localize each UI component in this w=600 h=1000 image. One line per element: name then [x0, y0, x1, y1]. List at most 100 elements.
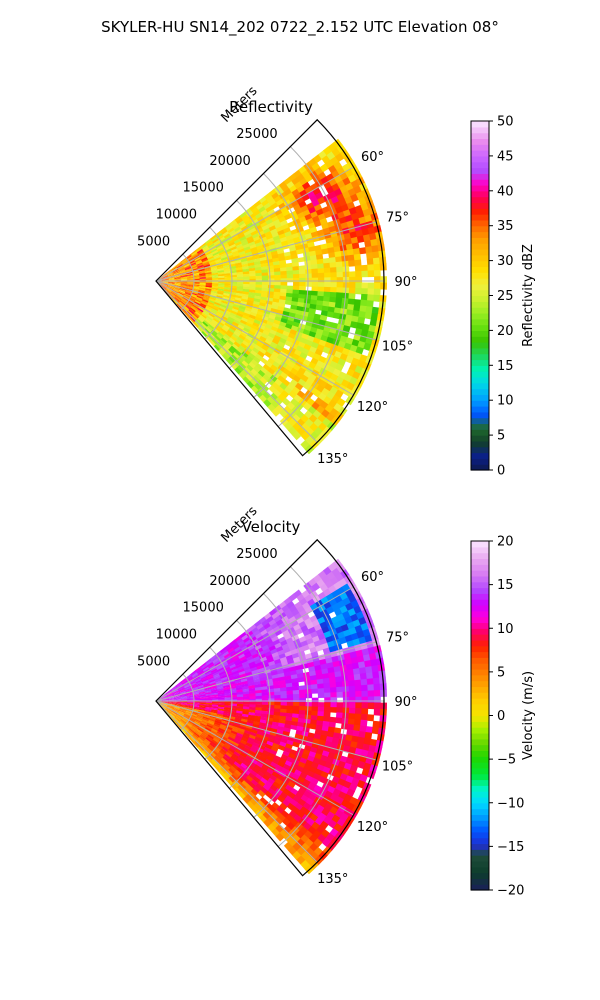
radar-cell [353, 253, 361, 261]
radar-cell [369, 232, 377, 241]
radar-cell [361, 264, 369, 272]
radar-cell [226, 358, 234, 366]
radar-cell [293, 769, 302, 777]
radar-cell [249, 327, 258, 334]
radar-cell [260, 752, 269, 760]
radar-cell [250, 805, 259, 814]
radar-cell [363, 342, 372, 351]
radar-cell [252, 742, 260, 748]
radar-cell [278, 181, 287, 189]
radar-cell [255, 707, 263, 711]
radar-cell [260, 629, 268, 636]
radar-cell [231, 668, 239, 673]
radar-cell [321, 668, 329, 675]
radar-cell [284, 300, 293, 306]
radar-cell [201, 243, 208, 250]
radar-cell [180, 719, 187, 725]
radar-cell [274, 281, 282, 286]
radar-cell [295, 729, 303, 736]
radar-cell [285, 712, 293, 718]
radar-cell [255, 773, 263, 781]
radar-cell [285, 743, 293, 750]
colorbar-tick-label: 25 [497, 289, 514, 304]
radar-cell [360, 678, 368, 686]
radar-cell [261, 695, 269, 700]
radar-cell [187, 279, 194, 281]
radar-cell [347, 718, 356, 726]
radar-cell [345, 663, 354, 671]
radar-cell [255, 290, 262, 294]
radar-cell [173, 706, 181, 709]
radar-cell [247, 238, 255, 244]
radar-cell [215, 663, 223, 669]
radar-cell [178, 291, 185, 296]
radar-cell [234, 215, 242, 222]
radar-cell [367, 646, 376, 655]
radar-cell [188, 680, 196, 685]
radar-cell [262, 363, 271, 372]
range-tick-label: 25000 [236, 127, 277, 142]
radar-cell [174, 284, 181, 287]
radar-cell [345, 734, 353, 742]
radar-cell [354, 624, 364, 634]
radar-cell [234, 259, 242, 264]
radar-cell [242, 734, 250, 741]
radar-cell [245, 653, 253, 659]
radar-cell [304, 186, 314, 195]
radar-cell [304, 264, 312, 270]
radar-cell [180, 274, 188, 277]
radar-cell [249, 747, 258, 754]
radar-cell [218, 669, 225, 674]
radar-cell [178, 711, 185, 715]
radar-cell [318, 319, 327, 327]
radar-cell [177, 723, 183, 729]
radar-cell [234, 226, 242, 233]
radar-cell [321, 248, 329, 255]
radar-cell [310, 299, 318, 306]
radar-cell [190, 250, 197, 256]
radar-cell [187, 300, 194, 305]
radar-cell [240, 332, 248, 339]
radar-cell [310, 715, 318, 721]
radar-cell [219, 347, 227, 355]
radar-cell [249, 227, 257, 234]
radar-cell [315, 724, 323, 731]
radar-cell [204, 727, 212, 732]
colorbar-segment [471, 715, 489, 722]
radar-cell [263, 622, 272, 630]
radar-cell [209, 322, 216, 329]
radar-cell [193, 733, 200, 739]
radar-cell [255, 272, 263, 277]
radar-cell [202, 321, 209, 328]
radar-cell [236, 637, 244, 645]
radar-cell [298, 689, 306, 695]
radar-cell [267, 777, 276, 785]
radar-cell [210, 265, 218, 270]
radar-cell [283, 213, 292, 221]
radar-cell [323, 262, 331, 269]
radar-cell [176, 683, 183, 688]
radar-cell [165, 708, 172, 713]
radar-cell [255, 733, 264, 740]
radar-cell [223, 712, 231, 717]
radar-cell [335, 681, 343, 688]
colorbar-segment [471, 843, 489, 850]
radar-cell [205, 658, 212, 665]
radar-cell [200, 675, 208, 680]
radar-cell [368, 324, 377, 333]
radar-cell [359, 667, 367, 675]
radar-cell [284, 784, 294, 793]
radar-cell [211, 696, 219, 699]
radar-cell [255, 372, 263, 381]
radar-cell [171, 711, 177, 716]
azimuth-tick-label: 60° [361, 570, 384, 585]
radar-cell [196, 680, 203, 685]
radar-cell [234, 349, 242, 357]
radar-cell [165, 288, 171, 294]
radar-cell [236, 274, 244, 278]
radar-cell [173, 287, 180, 291]
radar-cell [161, 284, 167, 289]
radar-cell [214, 755, 222, 762]
radar-cell [224, 701, 232, 704]
radar-cell [357, 316, 366, 325]
